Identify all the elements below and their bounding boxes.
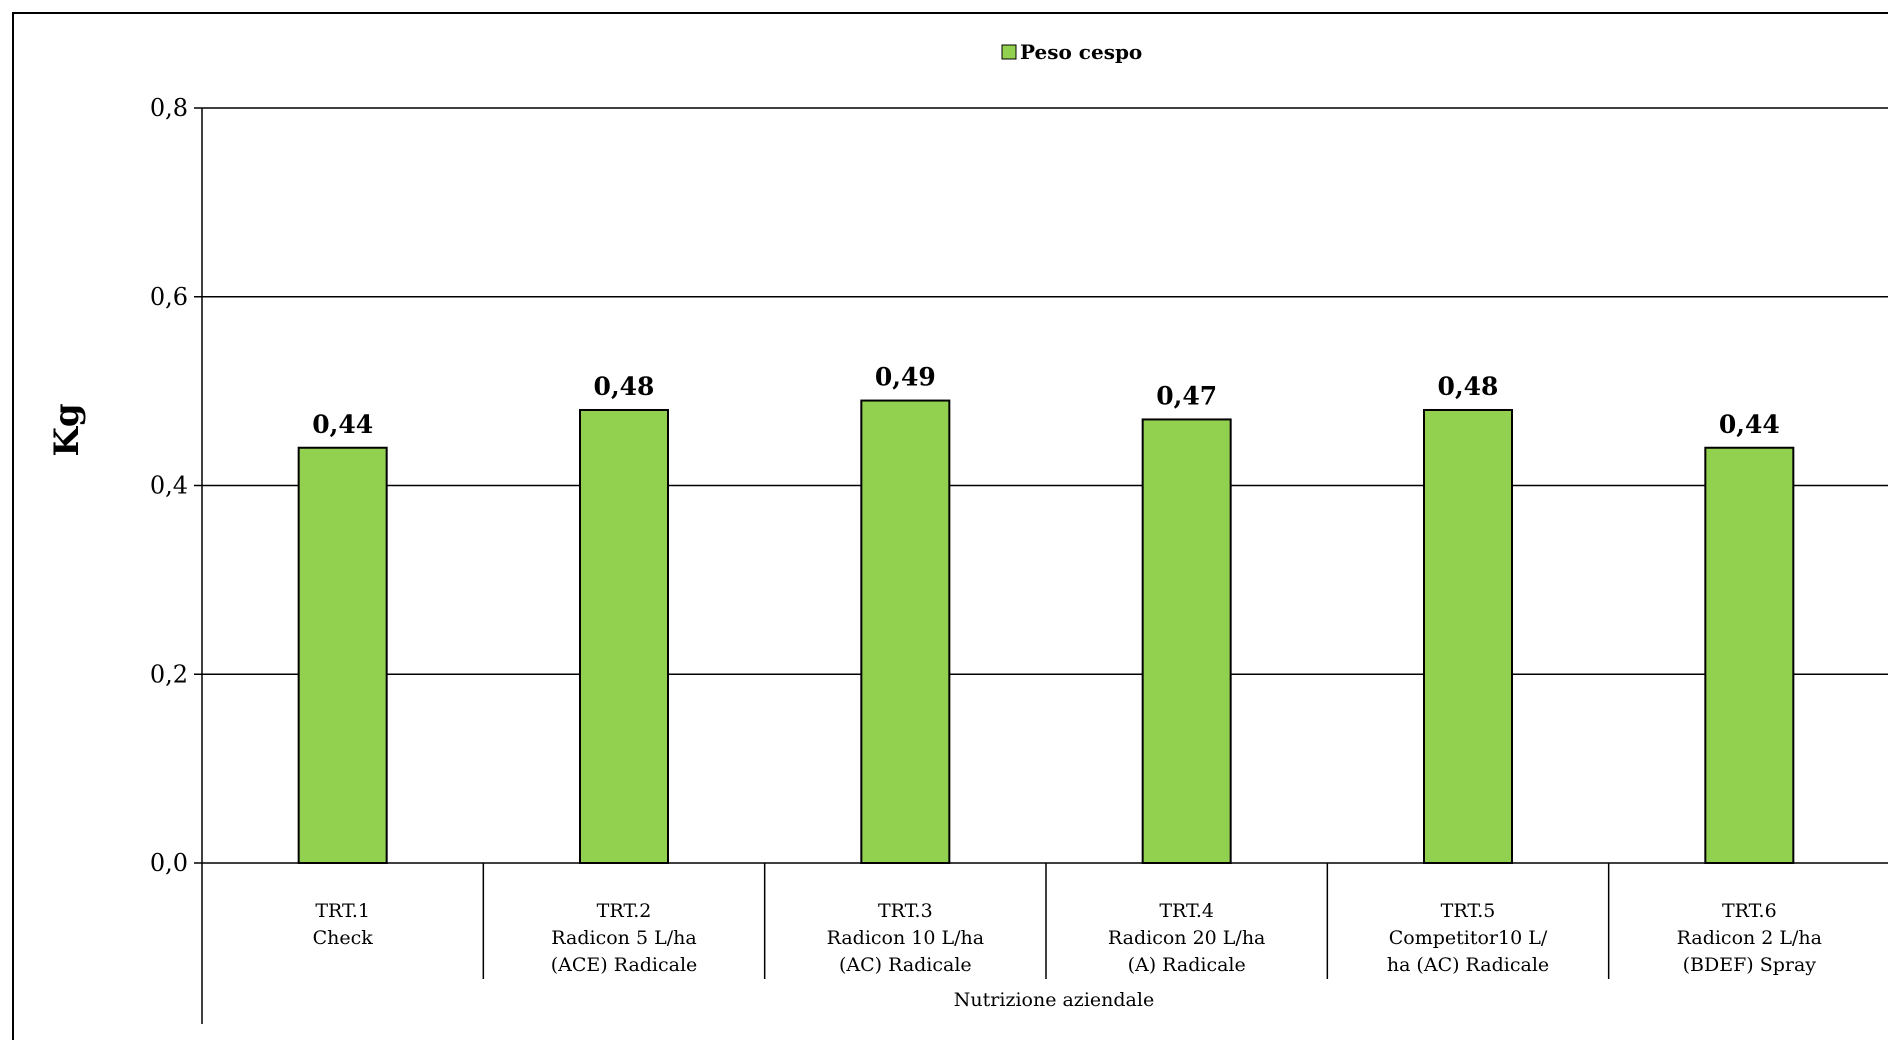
x-group-label: Nutrizione aziendale	[954, 989, 1154, 1011]
x-category-label: (A) Radicale	[1128, 954, 1246, 976]
bar-value-label: 0,44	[312, 410, 373, 439]
bar-value-label: 0,48	[1438, 372, 1499, 401]
bar	[1423, 409, 1513, 864]
x-category-label: Radicon 10 L/ha	[827, 927, 984, 949]
x-category-label: ha (AC) Radicale	[1387, 954, 1549, 976]
x-category-label: Radicon 5 L/ha	[551, 927, 696, 949]
legend-label: Peso cespo	[1020, 40, 1142, 64]
bar-value-label: 0,48	[594, 372, 655, 401]
bar-chart: Peso cespo Kg 0,0 0,2 0,4 0,6 0,8 0,44 TRT.1 C…	[47, 40, 1888, 1024]
x-category-label: TRT.4	[1159, 900, 1214, 922]
x-category-label: Competitor10 L/	[1389, 927, 1548, 949]
bar-value-label: 0,47	[1156, 381, 1217, 410]
bar	[1141, 418, 1232, 864]
x-category-label: TRT.3	[878, 900, 933, 922]
y-tick-label: 0,8	[150, 94, 188, 122]
y-axis-title: Kg	[47, 403, 87, 456]
y-tick-label: 0,0	[150, 849, 188, 877]
x-category-label: (AC) Radicale	[839, 954, 972, 976]
chart-frame: Peso cespo Kg 0,0 0,2 0,4 0,6 0,8 0,44 TRT.1 C…	[12, 12, 1888, 1040]
x-category-label: (ACE) Radicale	[551, 954, 698, 976]
x-category-label: TRT.5	[1441, 900, 1496, 922]
y-tick-label: 0,4	[150, 472, 188, 500]
labels: 0,44 TRT.1 Check 0,48 TRT.2 Radicon 5 L/ha (AC…	[312, 363, 1822, 976]
bars	[297, 399, 1795, 864]
y-tick-label: 0,6	[150, 283, 188, 311]
legend-swatch	[1001, 44, 1017, 60]
gridlines	[202, 107, 1888, 675]
x-category-label: TRT.6	[1722, 900, 1777, 922]
bar	[1704, 446, 1795, 864]
bar	[579, 409, 669, 864]
x-category-label: Radicon 2 L/ha	[1677, 927, 1822, 949]
bar	[860, 399, 951, 864]
bar	[297, 446, 388, 864]
x-category-label: TRT.1	[315, 900, 370, 922]
bar-value-label: 0,44	[1719, 410, 1780, 439]
y-tick-label: 0,2	[150, 660, 188, 688]
legend: Peso cespo	[1001, 40, 1142, 64]
bar-value-label: 0,49	[875, 363, 936, 392]
x-category-label: TRT.2	[597, 900, 652, 922]
axes: 0,0 0,2 0,4 0,6 0,8	[150, 94, 1888, 1024]
x-category-label: Check	[313, 927, 374, 949]
x-category-label: Radicon 20 L/ha	[1108, 927, 1265, 949]
x-category-label: (BDEF) Spray	[1683, 954, 1817, 976]
